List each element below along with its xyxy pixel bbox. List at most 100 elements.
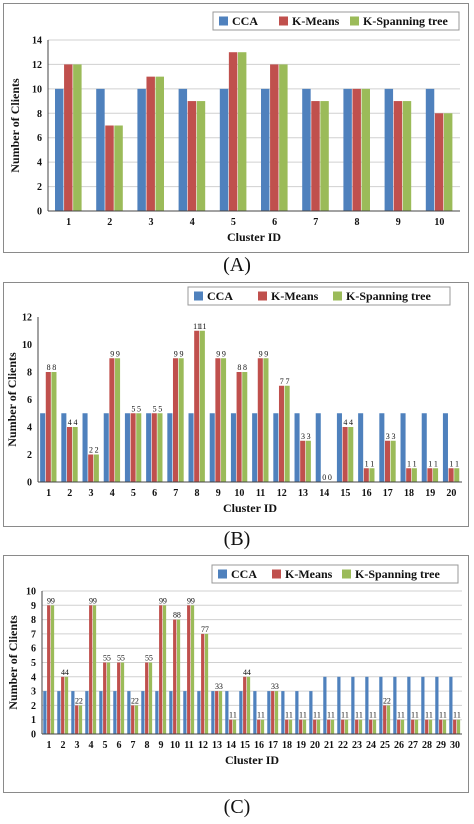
bar-k-means-6 xyxy=(117,662,121,734)
bar-k-spanning-tree-24 xyxy=(372,719,377,734)
data-label: 1 xyxy=(317,711,321,720)
y-tick-label: 4 xyxy=(27,423,32,434)
bar-k-spanning-tree-4 xyxy=(92,605,97,734)
data-label: 9 xyxy=(47,596,51,605)
x-tick-label: 17 xyxy=(383,488,393,499)
bar-k-means-10 xyxy=(434,113,444,211)
y-tick-label: 10 xyxy=(32,84,42,95)
y-tick-label: 10 xyxy=(22,340,32,351)
x-tick-label: 18 xyxy=(404,488,414,499)
x-tick-label: 24 xyxy=(366,740,376,751)
data-label: 1 xyxy=(345,711,349,720)
legend-swatch xyxy=(272,569,281,579)
bar-k-means-18 xyxy=(406,468,412,482)
data-label: 1 xyxy=(453,711,457,720)
bar-cca-30 xyxy=(449,676,453,734)
bar-k-means-27 xyxy=(411,719,415,734)
data-label: 4 xyxy=(343,418,347,427)
bar-k-means-3 xyxy=(88,454,94,482)
bar-cca-20 xyxy=(442,413,448,482)
x-tick-label: 5 xyxy=(131,488,136,499)
data-label: 1 xyxy=(369,711,373,720)
x-tick-label: 14 xyxy=(319,488,329,499)
bar-k-means-9 xyxy=(159,605,163,734)
chart-panel-b: 0 2 4 6 8 10 12 8 4 2 9 5 5 9 11 9 8 9 7 3 0 4 1 3 1 1 1 8 4 2 9 5 5 9 11 9… xyxy=(3,282,469,527)
bar-k-means-17 xyxy=(384,440,391,482)
x-tick-label: 2 xyxy=(61,740,66,751)
data-label: 11 xyxy=(199,322,207,331)
x-tick-label: 7 xyxy=(131,740,136,751)
data-label: 4 xyxy=(61,668,65,677)
bar-k-means-15 xyxy=(342,427,348,482)
data-label: 2 xyxy=(95,446,99,455)
legend-entry: CCA xyxy=(231,567,257,581)
y-tick-label: 2 xyxy=(37,182,42,193)
bar-k-spanning-tree-13 xyxy=(305,440,311,482)
bar-cca-13 xyxy=(294,413,300,482)
bar-k-means-19 xyxy=(427,468,433,482)
bar-k-means-11 xyxy=(187,605,191,734)
x-tick-label: 12 xyxy=(198,740,208,751)
data-label: 9 xyxy=(222,349,226,358)
data-label: 2 xyxy=(89,446,93,455)
legend-swatch xyxy=(258,291,267,301)
data-label: 7 xyxy=(205,625,209,634)
x-tick-label: 19 xyxy=(296,740,306,751)
bar-cca-15 xyxy=(239,691,243,734)
bar-cca-28 xyxy=(421,676,425,734)
bar-k-spanning-tree-7 xyxy=(320,101,329,211)
data-label: 1 xyxy=(370,459,374,468)
x-tick-label: 4 xyxy=(190,217,195,228)
bar-cca-11 xyxy=(183,691,187,734)
data-label: 1 xyxy=(443,711,447,720)
data-label: 1 xyxy=(341,711,345,720)
bar-k-spanning-tree-3 xyxy=(93,454,99,482)
bar-cca-12 xyxy=(197,691,201,734)
data-label: 9 xyxy=(174,349,178,358)
bar-k-means-24 xyxy=(369,719,373,734)
legend-swatch xyxy=(279,16,288,26)
bar-k-means-12 xyxy=(201,633,205,734)
bar-k-spanning-tree-5 xyxy=(237,52,247,211)
bar-cca-17 xyxy=(379,413,385,482)
data-label: 9 xyxy=(89,596,93,605)
bar-k-means-9 xyxy=(393,101,403,211)
bar-k-spanning-tree-29 xyxy=(442,719,447,734)
bar-cca-1 xyxy=(40,413,46,482)
bar-k-spanning-tree-7 xyxy=(178,358,184,482)
bar-cca-20 xyxy=(309,691,313,734)
bar-k-spanning-tree-17 xyxy=(274,691,279,734)
bar-cca-4 xyxy=(178,88,188,211)
y-tick-label: 1 xyxy=(31,715,36,726)
bar-k-spanning-tree-7 xyxy=(134,705,139,734)
bar-k-means-7 xyxy=(131,705,135,734)
x-tick-label: 21 xyxy=(324,740,334,751)
x-tick-label: 23 xyxy=(352,740,362,751)
bar-cca-4 xyxy=(103,413,109,482)
x-tick-label: 29 xyxy=(436,740,446,751)
bar-cca-22 xyxy=(337,676,341,734)
x-tick-label: 11 xyxy=(184,740,193,751)
bar-cca-18 xyxy=(400,413,406,482)
data-label: 3 xyxy=(386,432,390,441)
bar-cca-3 xyxy=(82,413,88,482)
legend-swatch xyxy=(342,569,351,579)
bar-cca-7 xyxy=(127,691,131,734)
bar-k-spanning-tree-19 xyxy=(302,719,307,734)
legend-entry: CCA xyxy=(232,14,258,28)
bar-k-means-12 xyxy=(278,385,285,482)
x-tick-label: 5 xyxy=(231,217,236,228)
data-label: 9 xyxy=(51,596,55,605)
data-label: 5 xyxy=(137,404,141,413)
data-label: 1 xyxy=(415,711,419,720)
x-tick-label: 9 xyxy=(216,488,221,499)
y-tick-label: 8 xyxy=(31,615,36,626)
bar-cca-12 xyxy=(273,413,279,482)
data-label: 7 xyxy=(285,377,289,386)
bar-cca-21 xyxy=(323,676,327,734)
bar-k-means-5 xyxy=(130,413,136,482)
bar-k-spanning-tree-4 xyxy=(115,358,121,482)
x-tick-label: 10 xyxy=(234,488,244,499)
legend-swatch xyxy=(219,16,228,26)
x-tick-label: 15 xyxy=(340,488,350,499)
